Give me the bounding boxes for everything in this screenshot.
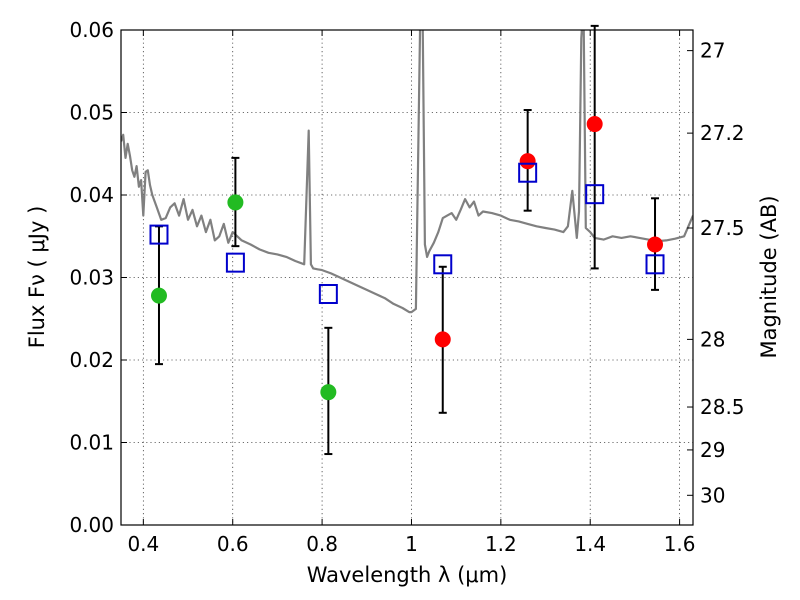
x-tick-label: 1.6 [664, 532, 696, 556]
right-tick-label: 27.2 [700, 121, 745, 145]
right-axis-ticks: 27 27.2 27.5 28 28.5 29 30 [687, 39, 745, 507]
y-tick-label: 0.06 [69, 18, 114, 42]
y-tick-label: 0.03 [69, 266, 114, 290]
y-axis-label: Flux Fν ( μJy ) [25, 206, 49, 349]
observed-flux-point [150, 287, 167, 304]
y-axis-ticks: 0.00 0.01 0.02 0.03 0.04 0.05 0.06 [69, 18, 127, 537]
model-spectrum-line [121, 30, 693, 314]
data-points-layer [149, 116, 665, 401]
right-tick-label: 28 [700, 327, 725, 351]
observed-flux-point [586, 116, 603, 133]
y-tick-label: 0.05 [69, 101, 114, 125]
right-tick-label: 27.5 [700, 216, 745, 240]
x-tick-label: 1.2 [485, 532, 517, 556]
right-tick-label: 30 [700, 483, 725, 507]
model-photometry-square [225, 252, 245, 273]
model-photometry-square [149, 224, 169, 245]
observed-flux-point [647, 236, 664, 253]
right-tick-label: 28.5 [700, 395, 745, 419]
x-tick-label: 1.4 [574, 532, 606, 556]
model-photometry-square [318, 284, 338, 304]
y-tick-label: 0.00 [69, 513, 114, 537]
observed-flux-point [519, 153, 536, 170]
model-spectrum-layer [121, 30, 693, 314]
right-axis-label: Magnitude (AB) [757, 195, 781, 358]
y-tick-label: 0.01 [69, 431, 114, 455]
model-photometry-square [433, 254, 453, 275]
y-tick-label: 0.04 [69, 183, 114, 207]
observed-flux-point [434, 331, 451, 348]
right-tick-label: 29 [700, 438, 725, 462]
x-tick-label: 0.6 [217, 532, 249, 556]
y-tick-label: 0.02 [69, 348, 114, 372]
right-tick-label: 27 [700, 39, 725, 63]
x-tick-label: 0.4 [127, 532, 159, 556]
observed-flux-point [227, 194, 244, 211]
observed-flux-point [320, 384, 337, 401]
x-axis-label: Wavelength λ (μm) [307, 563, 508, 587]
model-photometry-square [518, 162, 538, 183]
x-axis-ticks: 0.4 0.6 0.8 1 1.2 1.4 1.6 [127, 30, 696, 556]
x-tick-label: 0.8 [306, 532, 338, 556]
model-photometry-square [645, 254, 665, 275]
x-tick-label: 1 [405, 532, 418, 556]
model-photometry-square [585, 184, 605, 205]
